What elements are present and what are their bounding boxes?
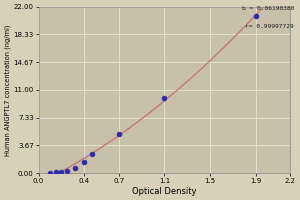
Y-axis label: Human ANGPTL7 concentration (ng/ml): Human ANGPTL7 concentration (ng/ml) <box>4 24 11 156</box>
Point <box>90 153 95 156</box>
Point <box>53 171 58 174</box>
Point <box>59 170 64 173</box>
Point <box>254 14 258 17</box>
Text: b = 0.06190380: b = 0.06190380 <box>242 6 294 11</box>
Text: r= 0.99997729: r= 0.99997729 <box>245 24 294 29</box>
X-axis label: Optical Density: Optical Density <box>132 187 197 196</box>
Point <box>48 171 52 174</box>
Point <box>73 166 78 169</box>
Point <box>116 132 121 135</box>
Point <box>65 169 70 172</box>
Point <box>162 96 167 99</box>
Point <box>82 160 87 163</box>
